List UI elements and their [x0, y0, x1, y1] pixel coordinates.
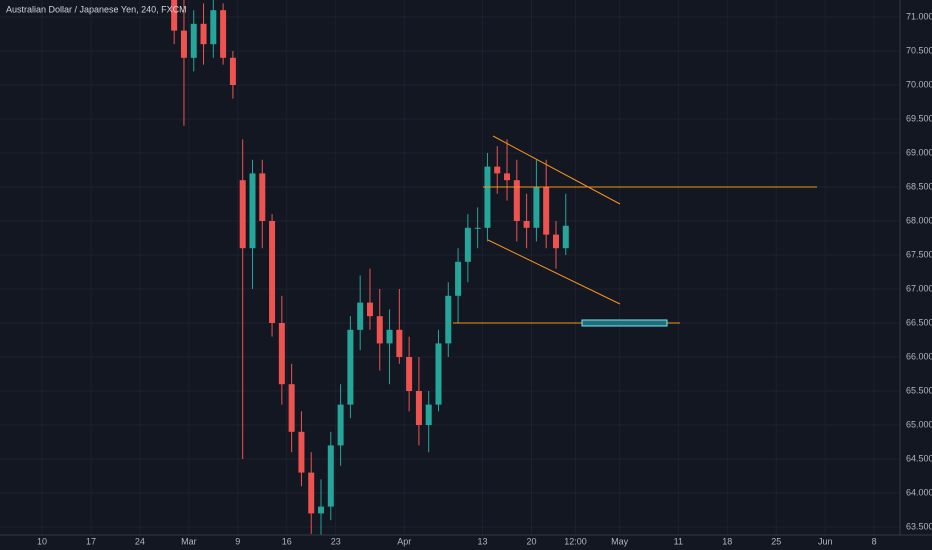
- x-tick-label: 23: [331, 536, 341, 546]
- y-tick-label: 65.500: [906, 385, 932, 395]
- candle-body: [533, 187, 540, 228]
- drawings: [453, 135, 817, 324]
- candle-body: [494, 166, 501, 174]
- y-tick-label: 68.000: [906, 215, 932, 225]
- x-tick-label: Apr: [397, 536, 411, 546]
- candle-body: [171, 0, 178, 31]
- candle-body: [278, 323, 285, 385]
- x-tick-label: 20: [526, 536, 536, 546]
- candle-body: [259, 173, 266, 221]
- y-tick-label: 66.000: [906, 351, 932, 361]
- y-tick-label: 64.500: [906, 453, 932, 463]
- y-tick-label: 64.000: [906, 487, 932, 497]
- candle-body: [386, 329, 393, 344]
- y-tick-label: 69.500: [906, 113, 932, 123]
- candle-body: [523, 221, 530, 228]
- x-tick-label: 12:00: [564, 536, 587, 546]
- candle-body: [190, 23, 197, 58]
- candle-body: [543, 187, 550, 235]
- candle-body: [484, 166, 491, 228]
- candle-body: [298, 431, 305, 473]
- axes: 63.500 64.000 64.500 65.000 65.500 66.000 66.5…: [37, 11, 932, 546]
- y-tick-label: 63.500: [906, 521, 932, 531]
- candle-body: [415, 391, 422, 425]
- x-tick-label: 17: [86, 536, 96, 546]
- x-tick-label: 10: [37, 536, 47, 546]
- candle-body: [396, 329, 403, 357]
- candle-body: [239, 180, 246, 249]
- candle-body: [288, 384, 295, 432]
- y-tick-label: 70.500: [906, 45, 932, 55]
- candle-body: [200, 23, 207, 45]
- candle-body: [229, 57, 236, 85]
- candle-body: [406, 357, 413, 391]
- y-tick-label: 65.000: [906, 419, 932, 429]
- trend-line: [487, 239, 621, 305]
- y-tick-label: 68.500: [906, 181, 932, 191]
- candle-body: [504, 173, 511, 181]
- y-tick-label: 66.500: [906, 317, 932, 327]
- y-tick-label: 70.000: [906, 79, 932, 89]
- x-tick-label: May: [611, 536, 629, 546]
- candle-body: [269, 221, 276, 323]
- y-tick-label: 67.500: [906, 249, 932, 259]
- candle-body: [308, 472, 315, 514]
- candle-body: [220, 10, 227, 58]
- candle-body: [562, 225, 569, 249]
- candle-body: [513, 180, 520, 221]
- candle-body: [455, 261, 462, 296]
- x-tick-label: Jun: [818, 536, 833, 546]
- candle-body: [552, 234, 559, 249]
- y-tick-label: 67.000: [906, 283, 932, 293]
- x-tick-label: 11: [674, 536, 683, 546]
- candle-body: [327, 445, 334, 507]
- x-tick-label: Mar: [181, 536, 197, 546]
- x-tick-label: 25: [771, 536, 781, 546]
- candle-body: [425, 404, 432, 425]
- candle-body: [445, 295, 452, 344]
- candle-body: [210, 10, 217, 45]
- x-tick-label: 8: [872, 536, 877, 546]
- candles: [171, 0, 569, 535]
- candle-body: [376, 316, 383, 344]
- chart-title: Australian Dollar / Japanese Yen, 240, F…: [6, 4, 187, 14]
- candle-body: [464, 227, 471, 262]
- candle-body: [474, 227, 481, 229]
- candle-body: [366, 302, 373, 317]
- candle-body: [180, 30, 187, 58]
- x-tick-label: 18: [722, 536, 732, 546]
- y-tick-label: 69.000: [906, 147, 932, 157]
- range-box: [581, 319, 668, 327]
- candle-body: [337, 404, 344, 446]
- candle-body: [318, 506, 325, 514]
- x-tick-label: 24: [135, 536, 145, 546]
- trend-line: [492, 135, 621, 205]
- candle-body: [249, 173, 256, 249]
- y-tick-label: 71.000: [906, 11, 932, 21]
- x-tick-label: 13: [478, 536, 488, 546]
- candle-body: [347, 329, 354, 405]
- x-tick-label: 16: [282, 536, 292, 546]
- x-tick-label: 9: [235, 536, 240, 546]
- candle-body: [435, 343, 442, 405]
- candle-body: [357, 302, 364, 330]
